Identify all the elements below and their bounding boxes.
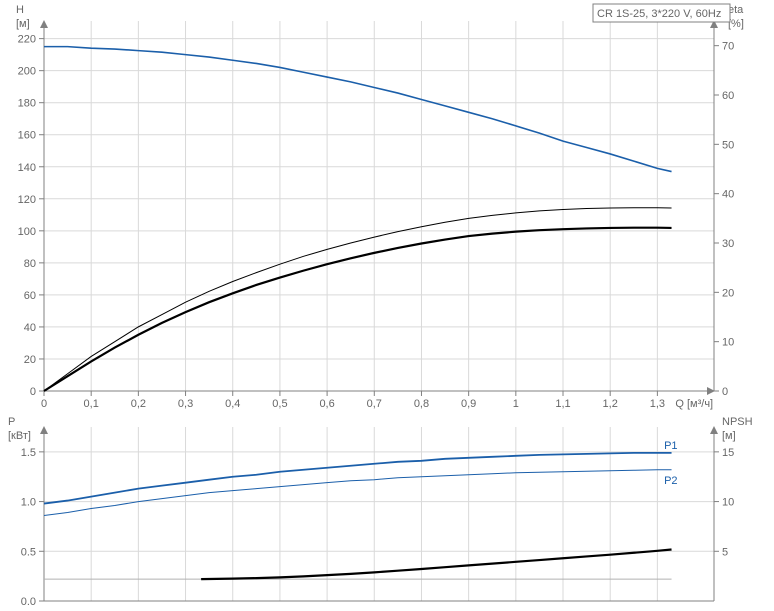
- y2-tick-label: 15: [722, 447, 734, 459]
- y2-tick-label: 5: [722, 546, 728, 558]
- y-axis-label: P: [8, 416, 15, 428]
- y2-tick-label: 40: [722, 189, 734, 201]
- y-axis-label: H: [16, 4, 24, 16]
- pump-curve-figure: 0204060801001201401601802002200102030405…: [0, 0, 774, 611]
- y-axis-unit: [кВт]: [8, 430, 31, 442]
- x-axis-label: Q [м³/ч]: [675, 398, 713, 410]
- y2-axis-unit: [м]: [722, 430, 736, 442]
- y-tick-label: 100: [18, 226, 36, 238]
- p2-label: P2: [664, 475, 677, 487]
- x-tick-label: 0,2: [131, 398, 146, 410]
- y-tick-label: 40: [24, 322, 36, 334]
- y-tick-label: 160: [18, 130, 36, 142]
- y-tick-label: 120: [18, 194, 36, 206]
- y2-tick-label: 0: [722, 386, 728, 398]
- x-tick-label: 1,3: [650, 398, 665, 410]
- x-tick-label: 0,7: [367, 398, 382, 410]
- x-tick-label: 0,4: [225, 398, 240, 410]
- y2-tick-label: 10: [722, 337, 734, 349]
- y2-tick-label: 50: [722, 139, 734, 151]
- y-tick-label: 80: [24, 258, 36, 270]
- axis-arrow-icon: [40, 426, 48, 434]
- axis-arrow-icon: [710, 426, 718, 434]
- y-tick-label: 220: [18, 34, 36, 46]
- x-tick-label: 0: [41, 398, 47, 410]
- y2-tick-label: 70: [722, 41, 734, 53]
- y-tick-label: 0.5: [21, 546, 36, 558]
- x-tick-label: 0,5: [272, 398, 287, 410]
- x-tick-label: 0,8: [414, 398, 429, 410]
- y2-tick-label: 10: [722, 497, 734, 509]
- y-tick-label: 60: [24, 290, 36, 302]
- y-tick-label: 0.0: [21, 596, 36, 608]
- x-tick-label: 0,6: [319, 398, 334, 410]
- x-tick-label: 1,1: [555, 398, 570, 410]
- y-tick-label: 200: [18, 66, 36, 78]
- y-tick-label: 1.0: [21, 497, 36, 509]
- y-tick-label: 180: [18, 98, 36, 110]
- x-tick-label: 0,1: [84, 398, 99, 410]
- x-tick-label: 1: [513, 398, 519, 410]
- y2-tick-label: 20: [722, 287, 734, 299]
- x-tick-label: 0,3: [178, 398, 193, 410]
- p1-label: P1: [664, 440, 677, 452]
- y-axis-unit: [м]: [16, 18, 30, 30]
- y2-axis-label: NPSH: [722, 416, 753, 428]
- y-tick-label: 20: [24, 354, 36, 366]
- y2-tick-label: 30: [722, 238, 734, 250]
- title-label: CR 1S-25, 3*220 V, 60Hz: [597, 8, 721, 20]
- chart-svg: 0204060801001201401601802002200102030405…: [0, 0, 774, 611]
- y2-tick-label: 60: [722, 90, 734, 102]
- npsh-curve: [201, 550, 671, 580]
- x-tick-label: 1,2: [603, 398, 618, 410]
- y-tick-label: 140: [18, 162, 36, 174]
- axis-arrow-icon: [40, 20, 48, 28]
- y-tick-label: 1.5: [21, 447, 36, 459]
- x-tick-label: 0,9: [461, 398, 476, 410]
- y-tick-label: 0: [30, 386, 36, 398]
